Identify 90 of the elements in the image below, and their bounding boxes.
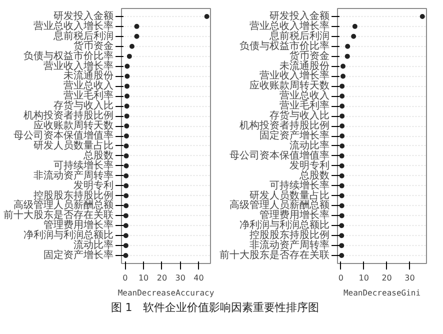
x-tick-label: 0 (338, 274, 344, 282)
y-tick-label: 营业总收入增长率 (34, 20, 114, 32)
y-tick-label: 流动比率 (290, 139, 330, 152)
y-tick-label: 负债与权益市价比率 (240, 40, 330, 52)
point (339, 233, 344, 238)
point (339, 163, 344, 168)
point (339, 223, 344, 228)
point (340, 94, 345, 99)
x-tick-label: 10 (138, 274, 149, 282)
y-tick-label: 可持续增长率 (54, 159, 114, 172)
point (340, 84, 345, 89)
y-tick-label: 非流动资产周转率 (34, 169, 114, 182)
y-tick-label: 控股股东持股比例 (34, 189, 114, 202)
y-tick-label: 固定资产增长率 (260, 130, 330, 142)
point (352, 24, 358, 29)
y-tick-label: 母公司资本保值增值率 (14, 130, 114, 142)
point (204, 14, 210, 19)
point (339, 173, 344, 178)
point (124, 193, 129, 198)
point (124, 183, 129, 188)
point (123, 243, 128, 248)
point (129, 44, 134, 49)
y-tick-label: 总股数 (298, 169, 330, 182)
y-tick-label: 前十大股东是否存在关联 (220, 249, 330, 262)
y-tick-label: 货币资金 (290, 50, 330, 62)
point (124, 74, 130, 79)
point (339, 153, 344, 158)
point (124, 124, 130, 129)
point (340, 104, 345, 109)
y-tick-label: 研发投入金额 (270, 10, 330, 22)
y-tick-label: 总股数 (82, 149, 114, 162)
y-tick-label: 可持续增长率 (270, 179, 330, 192)
y-tick-label: 息前税后利润 (52, 30, 114, 42)
point (345, 44, 350, 49)
point (134, 34, 140, 39)
y-tick-label: 研发投入金额 (54, 10, 114, 22)
x-axis-title: MeanDecreaseAccuracy (118, 288, 214, 298)
point (123, 223, 128, 228)
point (123, 233, 128, 238)
y-tick-label: 研发人员数量占比 (34, 139, 114, 152)
x-tick-label: 30 (404, 274, 415, 282)
point (339, 243, 344, 248)
point (420, 14, 425, 19)
point (124, 203, 129, 208)
point (124, 64, 130, 69)
point (126, 54, 132, 59)
point (123, 253, 128, 258)
x-tick-label: 40 (194, 274, 204, 282)
point (124, 153, 129, 158)
point (124, 143, 129, 148)
y-tick-label: 研发人员数量占比 (250, 189, 330, 202)
point (339, 193, 344, 198)
y-tick-label: 固定资产增长率 (44, 249, 114, 262)
y-tick-label: 营业总收入增长率 (250, 20, 330, 32)
point (340, 134, 345, 138)
point (124, 114, 130, 119)
point (339, 213, 344, 218)
y-tick-label: 未流通股份 (280, 60, 330, 72)
caption: 图 1 软件企业价值影响因素重要性排序图 (110, 300, 320, 316)
point (124, 163, 129, 168)
point (344, 54, 350, 59)
point (339, 253, 344, 258)
point (134, 24, 140, 29)
y-tick-label: 母公司资本保值增值率 (230, 149, 330, 162)
point (340, 143, 345, 148)
x-axis-title: MeanDecreaseGini (343, 288, 421, 298)
y-tick-label: 息前税后利润 (268, 30, 330, 42)
x-tick-label: 20 (382, 274, 392, 282)
point (340, 64, 346, 69)
point (339, 183, 344, 188)
y-tick-label: 负债与权益市价比率 (24, 50, 114, 62)
point (124, 104, 130, 109)
point (124, 94, 130, 99)
point (351, 34, 356, 39)
point (340, 74, 346, 79)
point (339, 203, 344, 208)
y-tick-label: 发明专利 (74, 179, 114, 192)
x-tick-label: 0 (122, 274, 128, 282)
point (124, 84, 130, 89)
x-tick-label: 10 (358, 274, 369, 282)
point (340, 114, 345, 119)
y-tick-label: 货币资金 (74, 40, 114, 52)
point (124, 134, 129, 138)
y-tick-label: 发明专利 (290, 159, 330, 172)
point (340, 124, 345, 129)
x-tick-label: 20 (156, 274, 168, 282)
point (124, 173, 129, 178)
x-tick-label: 30 (175, 274, 186, 282)
point (123, 213, 128, 218)
y-tick-label: 营业收入增长率 (44, 60, 114, 72)
